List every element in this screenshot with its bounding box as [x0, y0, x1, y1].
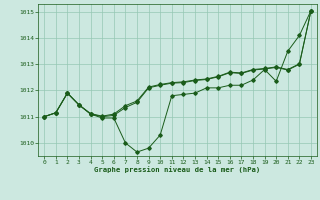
- X-axis label: Graphe pression niveau de la mer (hPa): Graphe pression niveau de la mer (hPa): [94, 167, 261, 173]
